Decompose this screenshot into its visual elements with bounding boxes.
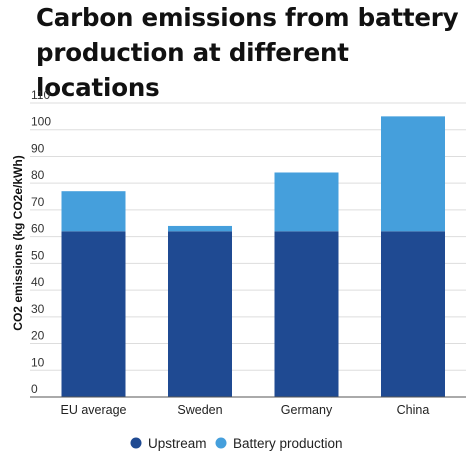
bar-battery-production xyxy=(168,225,232,232)
y-tick-label: 110 xyxy=(31,88,50,102)
y-tick-labels: 0 10 20 30 40 50 60 70 80 90 100 110 xyxy=(31,88,51,396)
legend-label: Battery production xyxy=(233,436,343,451)
y-tick-label: 50 xyxy=(31,248,45,262)
bar-upstream xyxy=(274,231,339,397)
y-tick-label: 20 xyxy=(31,329,45,343)
y-tick-label: 90 xyxy=(31,141,45,155)
legend: Upstream Battery production xyxy=(130,436,343,451)
x-category-label: EU average xyxy=(60,403,126,417)
bar-upstream xyxy=(168,231,232,397)
x-category-labels: EU average Sweden Germany China xyxy=(60,403,429,417)
y-tick-label: 80 xyxy=(31,168,45,182)
y-tick-label: 30 xyxy=(31,302,45,316)
bar-battery-production xyxy=(61,191,126,232)
y-tick-label: 60 xyxy=(31,222,45,236)
bar-upstream xyxy=(381,231,445,397)
y-tick-label: 0 xyxy=(31,382,38,396)
x-category-label: China xyxy=(397,403,430,417)
x-category-label: Germany xyxy=(281,403,333,417)
bar-battery-production xyxy=(381,116,445,232)
y-tick-label: 10 xyxy=(31,355,45,369)
legend-marker xyxy=(215,437,227,449)
y-tick-label: 40 xyxy=(31,275,45,289)
x-category-label: Sweden xyxy=(177,403,222,417)
bars xyxy=(61,116,445,397)
bar-battery-production xyxy=(274,172,339,232)
legend-label: Upstream xyxy=(148,436,207,451)
legend-marker xyxy=(130,437,142,449)
y-tick-label: 70 xyxy=(31,195,45,209)
chart-title: Carbon emissions from battery production… xyxy=(36,3,459,102)
y-tick-label: 100 xyxy=(31,115,51,129)
bar-upstream xyxy=(61,231,126,397)
y-axis-title: CO2 emissions (kg CO2e/kWh) xyxy=(11,155,25,330)
